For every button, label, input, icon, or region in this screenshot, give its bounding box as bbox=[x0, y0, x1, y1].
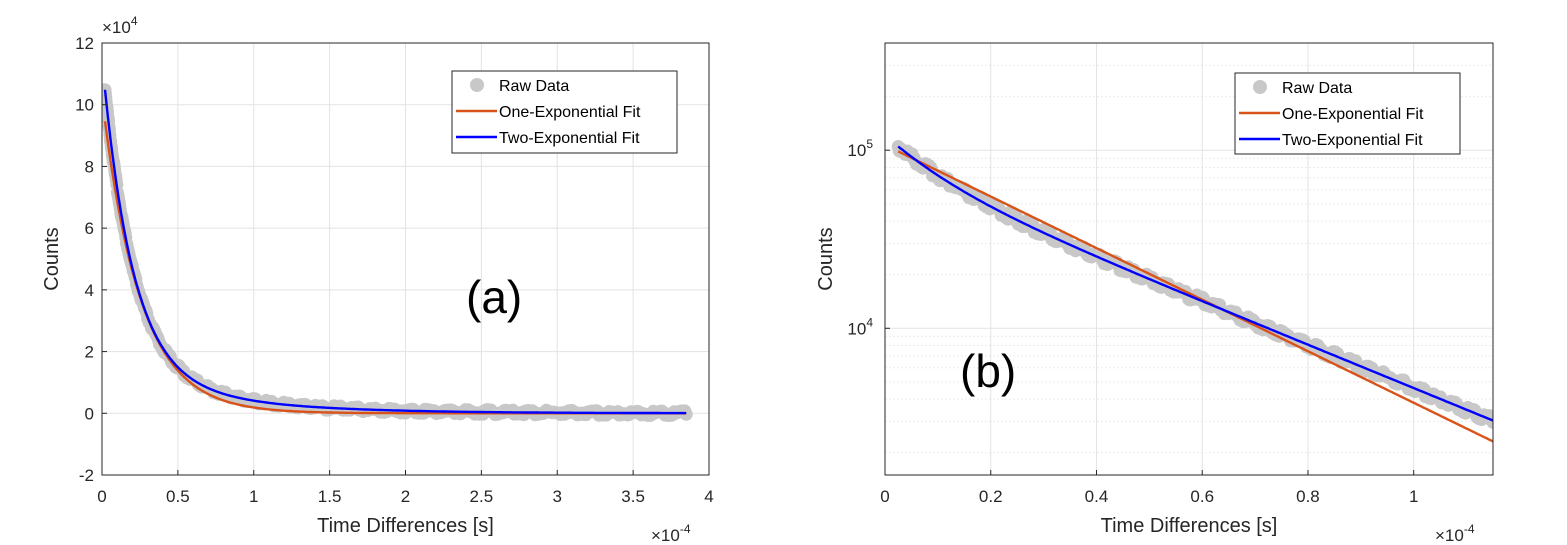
x-tick-label: 1.5 bbox=[318, 487, 342, 506]
y-tick-label: 12 bbox=[75, 34, 94, 53]
y-tick-label: 105 bbox=[847, 137, 873, 160]
legend: Raw Data One-Exponential Fit Two-Exponenti… bbox=[1234, 72, 1461, 155]
plot-series bbox=[891, 139, 1493, 443]
y-tick-label: 8 bbox=[85, 157, 94, 176]
y-tick-label: 4 bbox=[85, 281, 94, 300]
panel-label: (a) bbox=[466, 271, 522, 323]
x-tick-label: 3 bbox=[553, 487, 562, 506]
y-multiplier: ×104 bbox=[102, 14, 138, 37]
x-tick-label: 0 bbox=[97, 487, 106, 506]
panel-label: (b) bbox=[960, 345, 1016, 397]
x-tick-label: 0.2 bbox=[979, 487, 1003, 506]
y-tick-label: 0 bbox=[85, 404, 94, 423]
x-tick-label: 1 bbox=[249, 487, 258, 506]
x-tick-label: 1 bbox=[1409, 487, 1418, 506]
legend-label: One-Exponential Fit bbox=[499, 104, 641, 121]
y-axis-label: Counts bbox=[815, 227, 837, 290]
legend: Raw Data One-Exponential Fit Two-Exponenti… bbox=[451, 70, 678, 154]
x-tick-label: 2 bbox=[401, 487, 410, 506]
x-tick-label: 0.4 bbox=[1085, 487, 1109, 506]
y-tick-label: 2 bbox=[85, 343, 94, 362]
legend-label: Two-Exponential Fit bbox=[499, 130, 640, 147]
plot-series bbox=[102, 83, 693, 423]
legend-label: Two-Exponential Fit bbox=[1282, 132, 1423, 149]
axes-box bbox=[884, 42, 1494, 476]
x-tick-label: 0.5 bbox=[166, 487, 190, 506]
raw-data-point bbox=[679, 407, 693, 421]
two-exponential-fit-line bbox=[103, 89, 687, 415]
x-tick-label: 2.5 bbox=[470, 487, 494, 506]
one-exponential-fit-line bbox=[897, 150, 1493, 443]
chart-panel-b: 0 0.2 0.4 0.6 0.8 1 104 105 Time Differences [s]… bbox=[815, 42, 1494, 545]
legend-label: Raw Data bbox=[1282, 80, 1352, 97]
y-axis-label: Counts bbox=[41, 227, 63, 290]
x-tick-label: 4 bbox=[704, 487, 713, 506]
y-tick-label: -2 bbox=[79, 466, 94, 485]
x-tick-label: 0.6 bbox=[1190, 487, 1214, 506]
legend-label: Raw Data bbox=[499, 78, 569, 95]
legend-marker-raw-data bbox=[470, 78, 484, 92]
x-tick-label: 0 bbox=[880, 487, 889, 506]
x-axis-label: Time Differences [s] bbox=[1101, 515, 1278, 537]
y-tick-label: 6 bbox=[85, 219, 94, 238]
legend-marker-raw-data bbox=[1253, 80, 1267, 94]
two-exponential-fit-line bbox=[897, 145, 1493, 422]
x-multiplier: ×10-4 bbox=[1435, 522, 1475, 545]
y-tick-label: 104 bbox=[847, 315, 873, 338]
legend-label: One-Exponential Fit bbox=[1282, 106, 1424, 123]
x-tick-label: 0.8 bbox=[1296, 487, 1320, 506]
x-multiplier: ×10-4 bbox=[651, 522, 691, 545]
y-tick-label: 10 bbox=[75, 96, 94, 115]
x-axis-label: Time Differences [s] bbox=[317, 515, 494, 537]
x-tick-label: 3.5 bbox=[621, 487, 645, 506]
